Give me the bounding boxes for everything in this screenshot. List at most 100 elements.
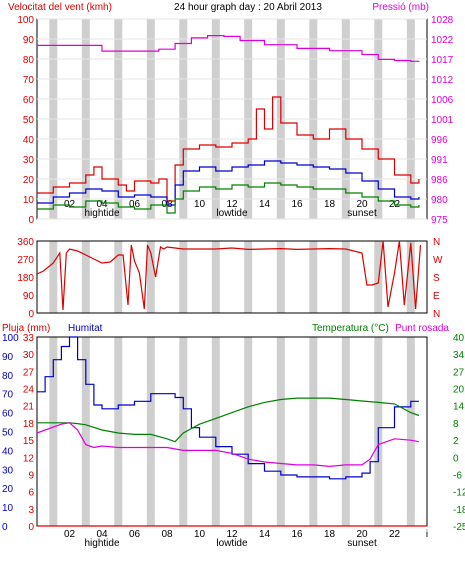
humidity-tick-label: 90 [2,352,14,363]
wind-pressure-panel: 0102030405060708090100975980986991996100… [17,15,453,226]
humidity-time-tick-label: 02 [64,529,76,540]
temperature-tick-label: 8 [453,419,459,430]
humidity-tick-label: 30 [2,465,14,476]
humidity-time-band [146,337,155,526]
humidity-tick-label: 0 [2,522,8,533]
temperature-tick-label: 20 [453,385,465,396]
pressure-tick-label: 1006 [431,95,454,106]
temperature-tick-label: -18 [453,505,465,516]
wind-time-tick-label: 18 [324,199,336,210]
wind-marker-label: lowtide [216,208,248,219]
direction-tick-label: 180 [17,273,34,284]
compass-tick-label: E [433,291,440,302]
humidity-time-tick-label: 22 [389,529,401,540]
wind-time-tick-label: 14 [259,199,271,210]
humidity-tick-label: 50 [2,428,14,439]
pressure-axis-title: Pressió (mb) [372,2,429,13]
humidity-time-tick-label: 04 [96,529,108,540]
humidity-time-band [406,337,415,526]
humidity-marker-label: hightide [84,538,119,549]
direction-line [36,240,422,311]
wind-speed-tick-label: 0 [28,215,34,226]
humidity-time-tick-label: 16 [291,529,303,540]
direction-time-band [374,241,383,313]
pressure-tick-label: 1022 [431,35,454,46]
pressure-tick-label: 1012 [431,75,454,86]
direction-tick-label: 90 [23,291,35,302]
temperature-line [37,397,420,443]
direction-time-band [406,241,415,313]
compass-tick-label: N [433,237,440,248]
wind-line [37,96,420,202]
wind-speed-tick-label: 60 [23,95,35,106]
direction-tick-label: 270 [17,255,34,266]
avg-wind-line [37,160,420,206]
pressure-tick-label: 996 [431,135,448,146]
temperature-tick-label: -25 [453,522,465,533]
temperature-tick-label: 0 [453,453,459,464]
wind-time-tick-label: i [426,199,428,210]
humidity-line [37,336,419,480]
wind-speed-tick-label: 40 [23,135,35,146]
wind-marker-label: hightide [84,208,119,219]
direction-tick-label: 0 [28,309,34,320]
humidity-marker-label: lowtide [216,538,248,549]
wind-time-tick-label: 20 [356,199,368,210]
pressure-tick-label: 991 [431,155,448,166]
rain-tick-label: 3 [28,505,34,516]
wind-time-tick-label: 10 [194,199,206,210]
rain-tick-label: 21 [23,402,35,413]
humidity-time-band [49,337,58,526]
humidity-time-band [114,337,123,526]
direction-time-band [49,241,58,313]
rain-tick-label: 15 [23,436,35,447]
humidity-tick-label: 100 [2,333,19,344]
humidity-tick-label: 70 [2,390,14,401]
wind-speed-tick-label: 10 [23,195,35,206]
direction-time-band [276,241,285,313]
graph-title: 24 hour graph day : 20 Abril 2013 [174,2,322,13]
direction-time-band [211,241,220,313]
wind-speed-axis-title: Velocitat del vent (kmh) [8,2,112,13]
wind-speed-tick-label: 80 [23,55,35,66]
humidity-time-band [276,337,285,526]
direction-tick-label: 360 [17,237,34,248]
direction-time-band [179,241,188,313]
temperature-tick-label: 34 [453,350,465,361]
direction-time-band [244,241,253,313]
humidity-marker-label: sunset [347,538,377,549]
rain-tick-label: 0 [28,522,34,533]
pressure-tick-label: 1028 [431,15,454,26]
humidity-time-tick-label: 18 [324,529,336,540]
direction-time-band [341,241,350,313]
rain-tick-label: 27 [23,367,35,378]
direction-time-band [114,241,123,313]
wind-low-line [37,182,420,214]
wind-speed-tick-label: 20 [23,175,35,186]
humidity-tick-label: 60 [2,409,14,420]
pressure-line [37,34,420,62]
humidity-time-band [309,337,318,526]
temperature-axis-title: Temperatura (°C) [312,323,389,334]
wind-speed-tick-label: 90 [23,35,35,46]
humidity-time-tick-label: 20 [356,529,368,540]
wind-speed-tick-label: 70 [23,75,35,86]
direction-frame [36,240,428,314]
dewpoint-line [36,422,420,468]
humidity-time-tick-label: i [426,529,428,540]
temperature-tick-label: 14 [453,402,465,413]
rain-axis-title: Pluja (mm) [2,323,50,334]
direction-time-band [81,241,90,313]
direction-time-band [146,241,155,313]
humidity-temperature-panel: 0102030405060708090100036912151821242730… [2,333,465,549]
wind-speed-tick-label: 50 [23,115,35,126]
compass-tick-label: W [433,255,443,266]
compass-tick-label: N [433,309,440,320]
temperature-tick-label: 27 [453,367,465,378]
pressure-tick-label: 980 [431,195,448,206]
wind-time-tick-label: 06 [129,199,141,210]
humidity-time-band [341,337,350,526]
temperature-tick-label: -12 [453,488,465,499]
